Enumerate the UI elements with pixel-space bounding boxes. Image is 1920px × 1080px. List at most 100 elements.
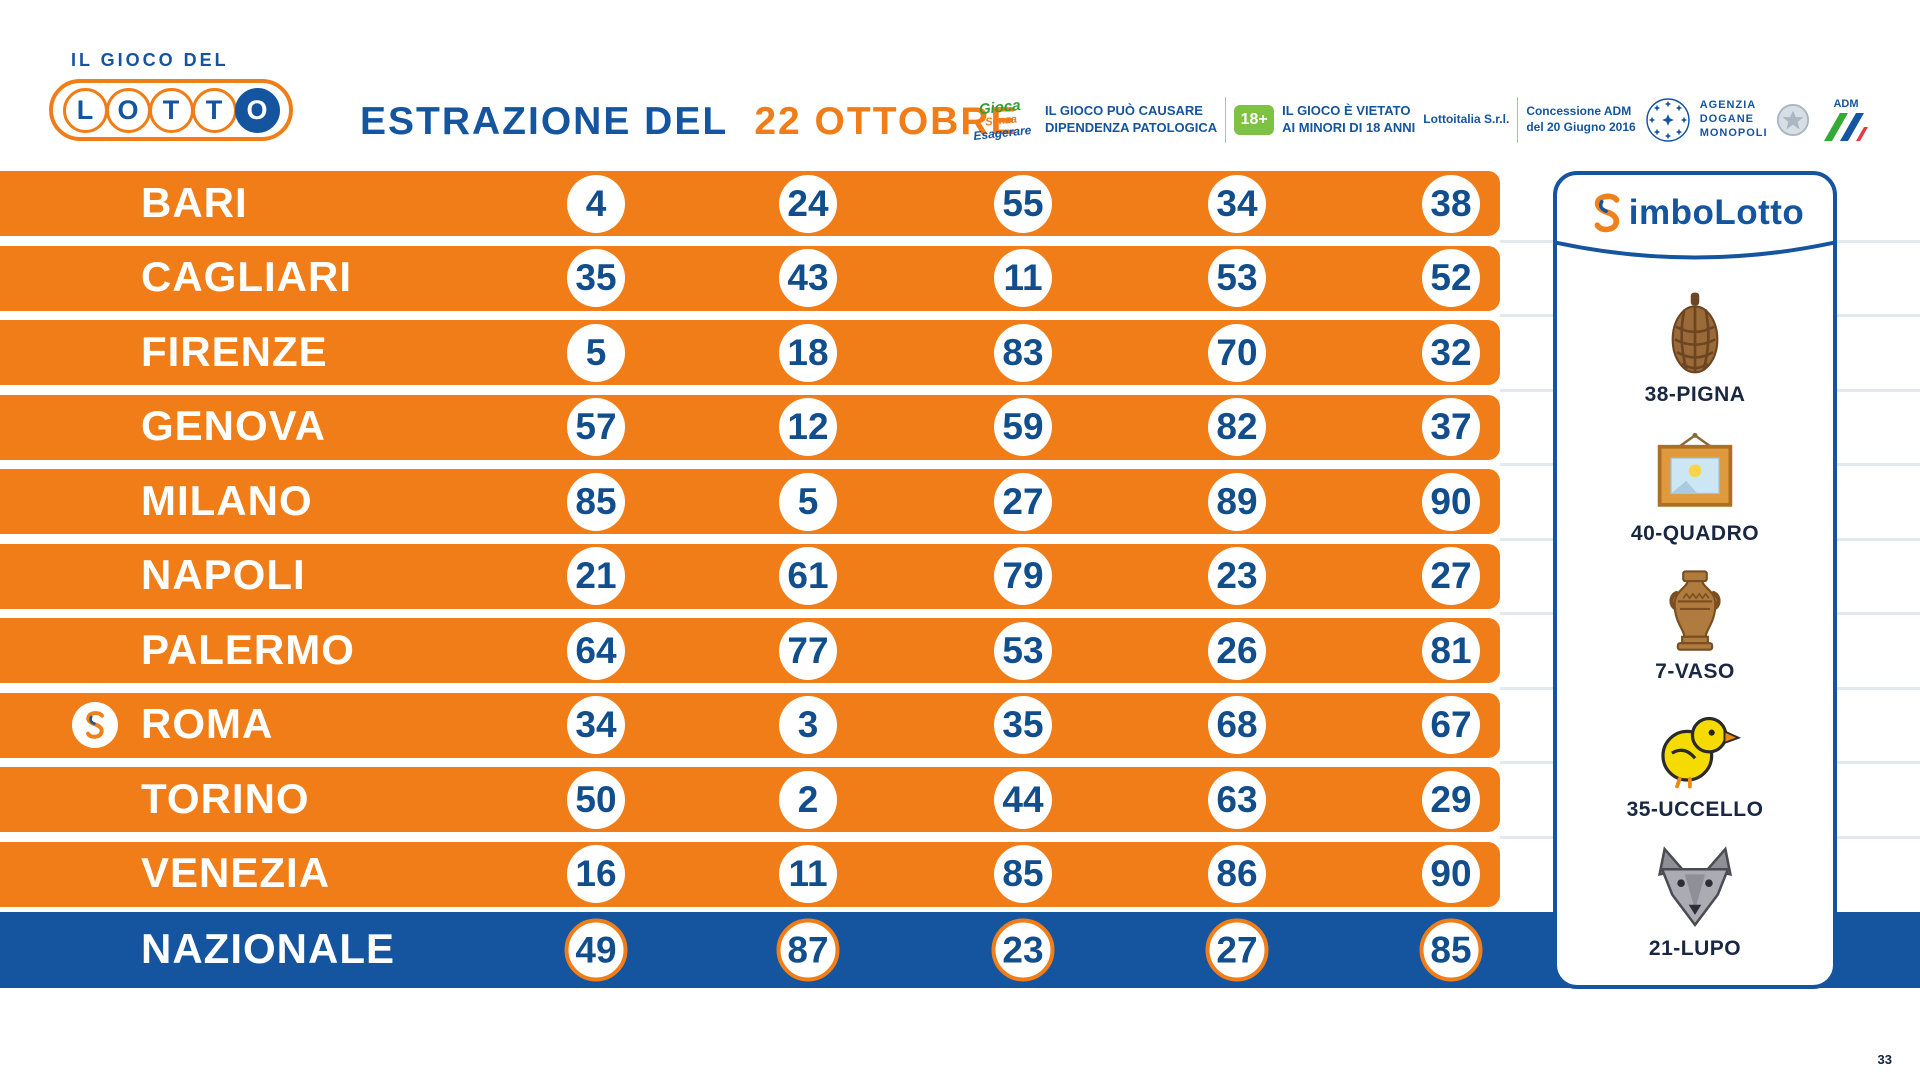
- simbolotto-symbol-pigna: 38-PIGNA: [1645, 287, 1746, 407]
- lupo-icon: [1649, 841, 1741, 933]
- simbolotto-symbol-quadro: 40-QUADRO: [1631, 426, 1759, 546]
- republic-emblem-icon: [1776, 103, 1809, 137]
- pigna-icon: [1661, 287, 1729, 379]
- number-ball: 11: [779, 845, 837, 903]
- simbolotto-title: imboLotto: [1557, 175, 1833, 239]
- number-ball: 11: [994, 249, 1052, 307]
- city-label: ROMA: [141, 700, 274, 748]
- number-ball: 53: [1208, 249, 1266, 307]
- number-ball: 63: [1208, 770, 1266, 829]
- legal-bar: Gioca Senza Esagerare IL GIOCO PUÒ CAUSA…: [965, 88, 1874, 152]
- number-ball: 87: [776, 918, 840, 982]
- title-text: ESTRAZIONE DEL: [360, 100, 728, 143]
- city-label: FIRENZE: [141, 327, 328, 375]
- page-marker: 33: [1877, 1052, 1892, 1067]
- brand-letter-o-4: O: [234, 87, 280, 133]
- draw-row-bari: BARI 4 24 55 34 38: [0, 171, 1500, 236]
- number-ball: 89: [1208, 472, 1266, 531]
- number-ball: 29: [1422, 770, 1480, 829]
- divider: [1517, 97, 1519, 143]
- number-ball: 5: [567, 323, 625, 382]
- symbol-label: 40-QUADRO: [1630, 521, 1760, 545]
- city-label: PALERMO: [141, 625, 355, 673]
- number-ball: 83: [994, 323, 1052, 382]
- number-ball: 35: [994, 696, 1052, 754]
- draw-row-torino: TORINO 50 2 44 63 29: [0, 767, 1500, 832]
- number-ball: 2: [779, 770, 837, 829]
- number-ball: 81: [1422, 621, 1480, 680]
- adm-logo-text: ADM: [1833, 98, 1858, 110]
- number-ball: 52: [1422, 249, 1480, 307]
- age-18-badge: 18+: [1234, 105, 1275, 135]
- draw-row-milano: MILANO 85 5 27 89 90: [0, 469, 1500, 534]
- agency-name: AGENZIA DOGANE MONOPOLI: [1699, 99, 1768, 139]
- vaso-icon: [1660, 564, 1730, 656]
- number-ball: 49: [564, 918, 628, 982]
- gioca-line-3: Esagerare: [972, 123, 1032, 144]
- number-ball: 55: [994, 174, 1052, 233]
- number-ball: 24: [779, 174, 837, 233]
- brand-letter-t-3: T: [191, 87, 237, 133]
- divider: [1225, 97, 1227, 143]
- number-ball: 85: [994, 845, 1052, 903]
- number-ball: 61: [779, 547, 837, 605]
- number-ball: 50: [567, 770, 625, 829]
- number-ball: 70: [1208, 323, 1266, 382]
- concession-text: Concessione ADM del 20 Giugno 2016: [1526, 104, 1636, 134]
- number-ball: 64: [567, 621, 625, 680]
- simbolotto-s-icon: [1586, 192, 1628, 234]
- number-ball: 85: [567, 472, 625, 531]
- number-ball: 23: [991, 918, 1055, 982]
- city-label: NAPOLI: [141, 551, 306, 599]
- draw-row-venezia: VENEZIA 16 11 85 86 90: [0, 841, 1500, 907]
- number-ball: 21: [567, 547, 625, 605]
- number-ball: 4: [567, 174, 625, 233]
- quadro-icon: [1647, 426, 1743, 518]
- number-ball: 44: [994, 770, 1052, 829]
- simbolotto-panel: imboLotto 38-PIGNA 40-QUADRO 7-VASO 35-UCCE…: [1553, 171, 1837, 989]
- simbolotto-marker-icon: [72, 702, 118, 748]
- simbolotto-title-text: imboLotto: [1628, 193, 1805, 232]
- city-label: GENOVA: [141, 402, 326, 450]
- number-ball: 59: [994, 398, 1052, 456]
- number-ball: 5: [779, 472, 837, 531]
- number-ball: 23: [1208, 547, 1266, 605]
- number-ball: 82: [1208, 398, 1266, 456]
- number-ball: 53: [994, 621, 1052, 680]
- city-label: MILANO: [141, 476, 313, 524]
- number-ball: 90: [1422, 845, 1480, 903]
- brand-letter-o-1: O: [105, 87, 151, 133]
- gioca-senza-esagerare-logo: Gioca Senza Esagerare: [963, 96, 1039, 143]
- number-ball: 68: [1208, 696, 1266, 754]
- simbolotto-symbol-lupo: 21-LUPO: [1649, 841, 1741, 961]
- number-ball: 32: [1422, 323, 1480, 382]
- draw-row-palermo: PALERMO 64 77 53 26 81: [0, 618, 1500, 683]
- city-label: VENEZIA: [141, 849, 331, 897]
- brand-letter-l-0: L: [62, 87, 108, 133]
- draw-row-cagliari: CAGLIARI 35 43 11 53 52: [0, 245, 1500, 311]
- simbolotto-symbol-vaso: 7-VASO: [1655, 564, 1735, 684]
- symbol-label: 21-LUPO: [1648, 936, 1742, 960]
- number-ball: 67: [1422, 696, 1480, 754]
- company-name: Lottoitalia S.r.l.: [1423, 112, 1510, 127]
- city-label: BARI: [141, 178, 248, 226]
- page-title: ESTRAZIONE DEL 22 OTTOBRE: [360, 100, 1019, 144]
- number-ball: 35: [567, 249, 625, 307]
- city-label: NAZIONALE: [141, 925, 395, 973]
- number-ball: 16: [567, 845, 625, 903]
- number-ball: 79: [994, 547, 1052, 605]
- number-ball: 3: [779, 696, 837, 754]
- symbol-list: 38-PIGNA 40-QUADRO 7-VASO 35-UCCELLO 21-LUPO: [1557, 269, 1833, 985]
- draw-row-napoli: NAPOLI 21 61 79 23 27: [0, 543, 1500, 609]
- number-ball: 26: [1208, 621, 1266, 680]
- minors-warning: IL GIOCO È VIETATO AI MINORI DI 18 ANNI: [1282, 103, 1416, 135]
- agenzia-dogane-stars-icon: [1645, 98, 1690, 142]
- brand-letter-t-2: T: [148, 87, 194, 133]
- adm-logo: ADM: [1823, 98, 1868, 141]
- number-ball: 12: [779, 398, 837, 456]
- title-date: 22 OTTOBRE: [754, 100, 1019, 143]
- number-ball: 27: [1422, 547, 1480, 605]
- number-ball: 34: [567, 696, 625, 754]
